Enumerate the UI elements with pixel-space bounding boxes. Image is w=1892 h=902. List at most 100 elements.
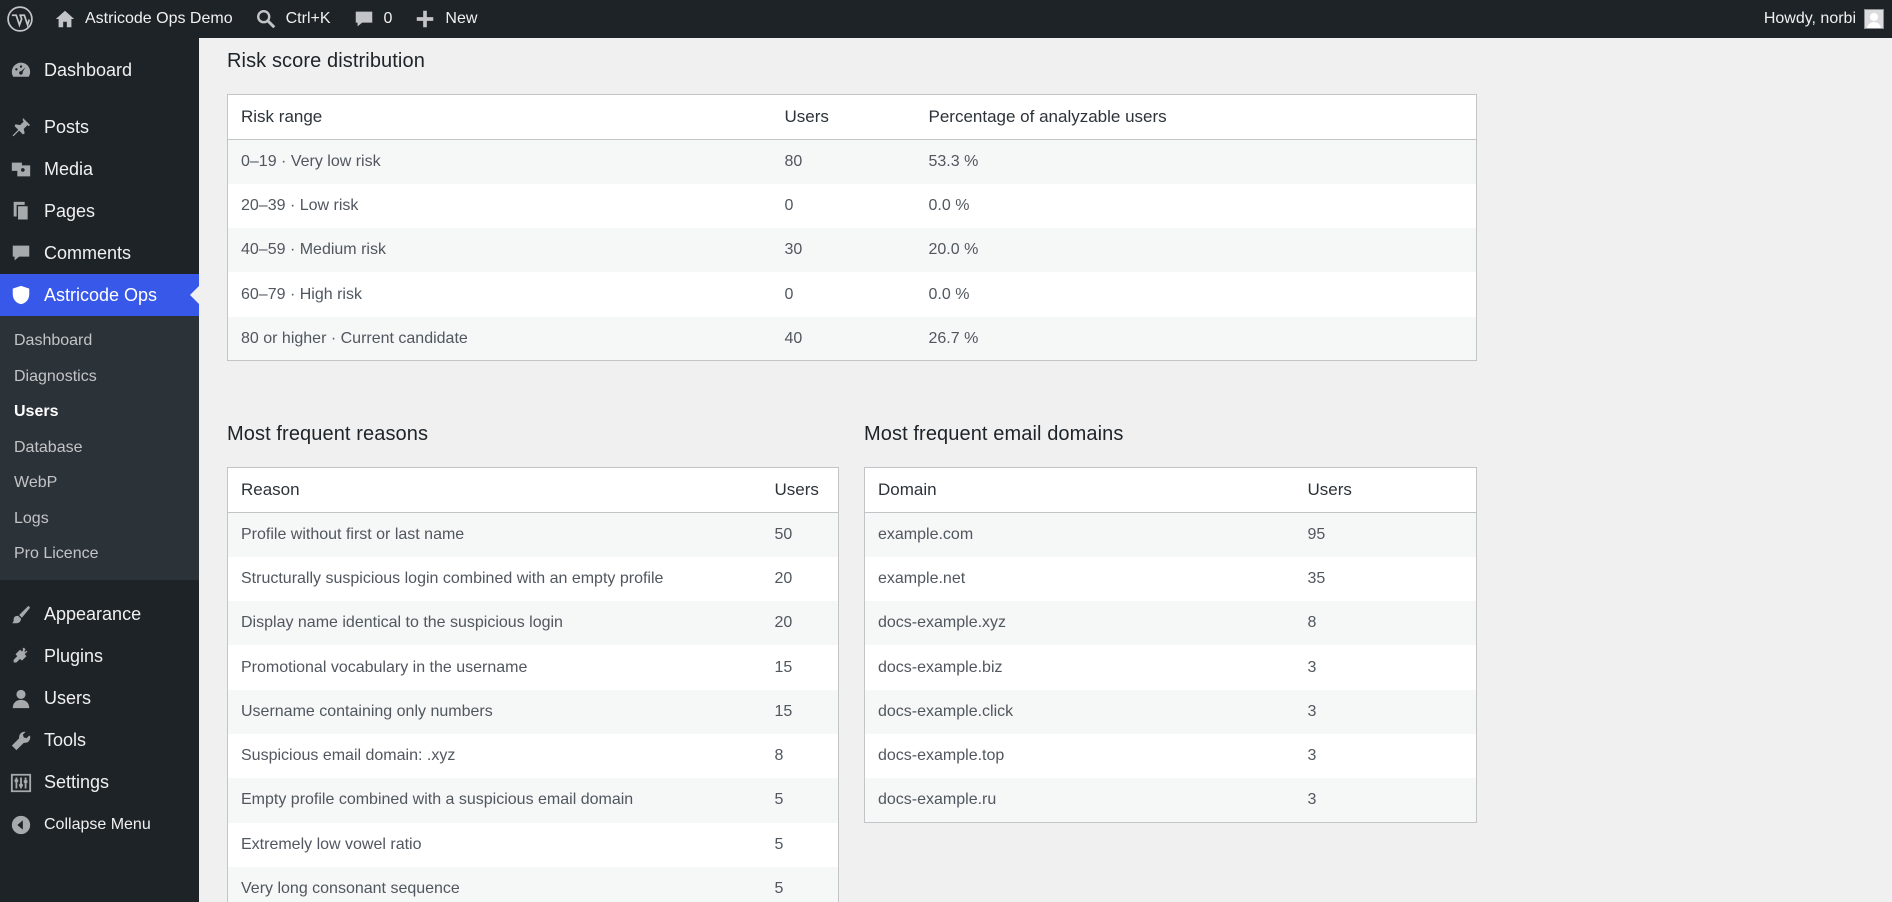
avatar: [1864, 9, 1884, 29]
menu-plugins[interactable]: Plugins: [0, 636, 199, 678]
table-cell: 15: [761, 689, 839, 734]
menu-label: Media: [44, 158, 94, 179]
menu-label: Pages: [44, 200, 96, 221]
table-row: 40–59 · Medium risk 30 20.0 %: [227, 228, 1477, 273]
column-header: Domain: [864, 467, 1295, 513]
submenu-logs[interactable]: Logs: [14, 509, 49, 527]
table-row: docs-example.biz 3: [864, 645, 1477, 690]
table-row: example.com 95: [864, 512, 1477, 557]
menu-comments[interactable]: Comments: [0, 232, 199, 274]
table-cell: 26.7 %: [915, 316, 1477, 361]
column-header: Users: [761, 467, 839, 513]
table-row: Structurally suspicious login combined w…: [227, 556, 839, 602]
table-cell: 20: [761, 601, 839, 646]
menu-label: Settings: [44, 772, 110, 792]
admin-sidebar: Dashboard Posts Media Pages Comments Ast…: [0, 38, 199, 902]
table-cell: 0: [771, 183, 916, 229]
wordpress-logo-button[interactable]: [0, 0, 43, 38]
comments-button[interactable]: 0: [342, 0, 404, 38]
table-cell: example.com: [864, 512, 1295, 557]
table-row: Display name identical to the suspicious…: [227, 601, 839, 646]
table-cell: 40: [771, 316, 916, 361]
table-header-row: Reason Users: [227, 467, 839, 513]
table-row: docs-example.xyz 8: [864, 601, 1477, 646]
menu-label: Plugins: [44, 646, 104, 666]
menu-posts[interactable]: Posts: [0, 106, 199, 148]
search-icon: [256, 10, 275, 29]
table-header-row: Risk range Users Percentage of analyzabl…: [227, 94, 1477, 140]
table-cell: 40–59 · Medium risk: [227, 228, 772, 273]
menu-appearance[interactable]: Appearance: [0, 594, 199, 636]
table-cell: 20.0 %: [915, 228, 1477, 273]
table-cell: Empty profile combined with a suspicious…: [227, 778, 762, 823]
column-header: Users: [771, 94, 916, 140]
risk-distribution-table: Risk range Users Percentage of analyzabl…: [227, 94, 1477, 362]
menu-pages[interactable]: Pages: [0, 190, 199, 232]
table-cell: docs-example.xyz: [864, 601, 1295, 646]
submenu-database[interactable]: Database: [14, 438, 83, 456]
site-name-link[interactable]: Astricode Ops Demo: [43, 0, 244, 38]
menu-label: Collapse Menu: [44, 815, 151, 833]
column-header: Percentage of analyzable users: [915, 94, 1477, 140]
table-cell: Extremely low vowel ratio: [227, 822, 762, 867]
table-cell: 95: [1294, 512, 1477, 557]
brush-icon: [11, 605, 31, 623]
table-cell: docs-example.ru: [864, 778, 1295, 823]
submenu-webp[interactable]: WebP: [14, 474, 58, 491]
table-row: Username containing only numbers 15: [227, 689, 839, 734]
plugin-icon: [13, 647, 28, 662]
table-cell: docs-example.click: [864, 689, 1295, 734]
wrench-icon: [11, 731, 31, 750]
table-cell: Promotional vocabulary in the username: [227, 645, 762, 690]
comment-icon: [12, 245, 30, 261]
howdy-text: Howdy, norbi: [1763, 10, 1856, 27]
frequent-reasons-table: Reason Users Profile without first or la…: [227, 467, 839, 902]
submenu-users[interactable]: Users: [14, 403, 59, 420]
table-cell: 53.3 %: [915, 139, 1477, 184]
table-cell: 5: [761, 778, 839, 823]
frequent-reasons-title: Most frequent reasons: [227, 423, 429, 445]
menu-media[interactable]: Media: [0, 148, 199, 190]
table-cell: example.net: [864, 556, 1295, 602]
table-cell: 35: [1294, 556, 1477, 602]
menu-label: Appearance: [44, 604, 142, 624]
submenu-pro-licence[interactable]: Pro Licence: [14, 545, 99, 562]
admin-bar: Astricode Ops Demo Ctrl+K 0 New Howdy, n…: [0, 0, 1892, 38]
table-cell: Structurally suspicious login combined w…: [227, 556, 762, 602]
table-cell: 15: [761, 645, 839, 690]
collapse-icon: [11, 815, 31, 834]
submenu-dashboard[interactable]: Dashboard: [14, 332, 93, 349]
submenu-diagnostics[interactable]: Diagnostics: [14, 367, 97, 385]
table-header-row: Domain Users: [864, 467, 1477, 513]
table-cell: 5: [761, 866, 839, 902]
risk-distribution-title: Risk score distribution: [227, 50, 425, 72]
collapse-menu-button[interactable]: Collapse Menu: [0, 804, 199, 846]
plus-icon: [417, 10, 434, 28]
table-cell: Profile without first or last name: [227, 512, 762, 557]
table-cell: docs-example.biz: [864, 645, 1295, 690]
table-row: Promotional vocabulary in the username 15: [227, 645, 839, 690]
table-cell: 60–79 · High risk: [227, 272, 772, 317]
table-cell: 3: [1294, 778, 1477, 823]
menu-users[interactable]: Users: [0, 678, 199, 720]
astricode-submenu: Dashboard Diagnostics Users Database Web…: [0, 316, 199, 580]
table-row: Extremely low vowel ratio 5: [227, 822, 839, 867]
menu-settings[interactable]: Settings: [0, 762, 199, 804]
table-cell: 5: [761, 822, 839, 867]
table-cell: docs-example.top: [864, 733, 1295, 779]
account-menu[interactable]: Howdy, norbi: [1753, 0, 1892, 38]
table-cell: 30: [771, 228, 916, 273]
table-cell: 80 or higher · Current candidate: [227, 316, 772, 361]
table-cell: 0–19 · Very low risk: [227, 139, 772, 184]
settings-icon: [10, 773, 32, 792]
new-content-button[interactable]: New: [403, 0, 488, 38]
menu-tools[interactable]: Tools: [0, 720, 199, 762]
menu-astricode-ops[interactable]: Astricode Ops: [0, 274, 199, 316]
column-header: Reason: [227, 467, 762, 513]
table-cell: 3: [1294, 645, 1477, 690]
search-shortcut-button[interactable]: Ctrl+K: [244, 0, 342, 38]
menu-dashboard[interactable]: Dashboard: [0, 49, 199, 91]
menu-label: Users: [44, 688, 92, 708]
table-row: Profile without first or last name 50: [227, 512, 839, 557]
table-row: 0–19 · Very low risk 80 53.3 %: [227, 139, 1477, 184]
